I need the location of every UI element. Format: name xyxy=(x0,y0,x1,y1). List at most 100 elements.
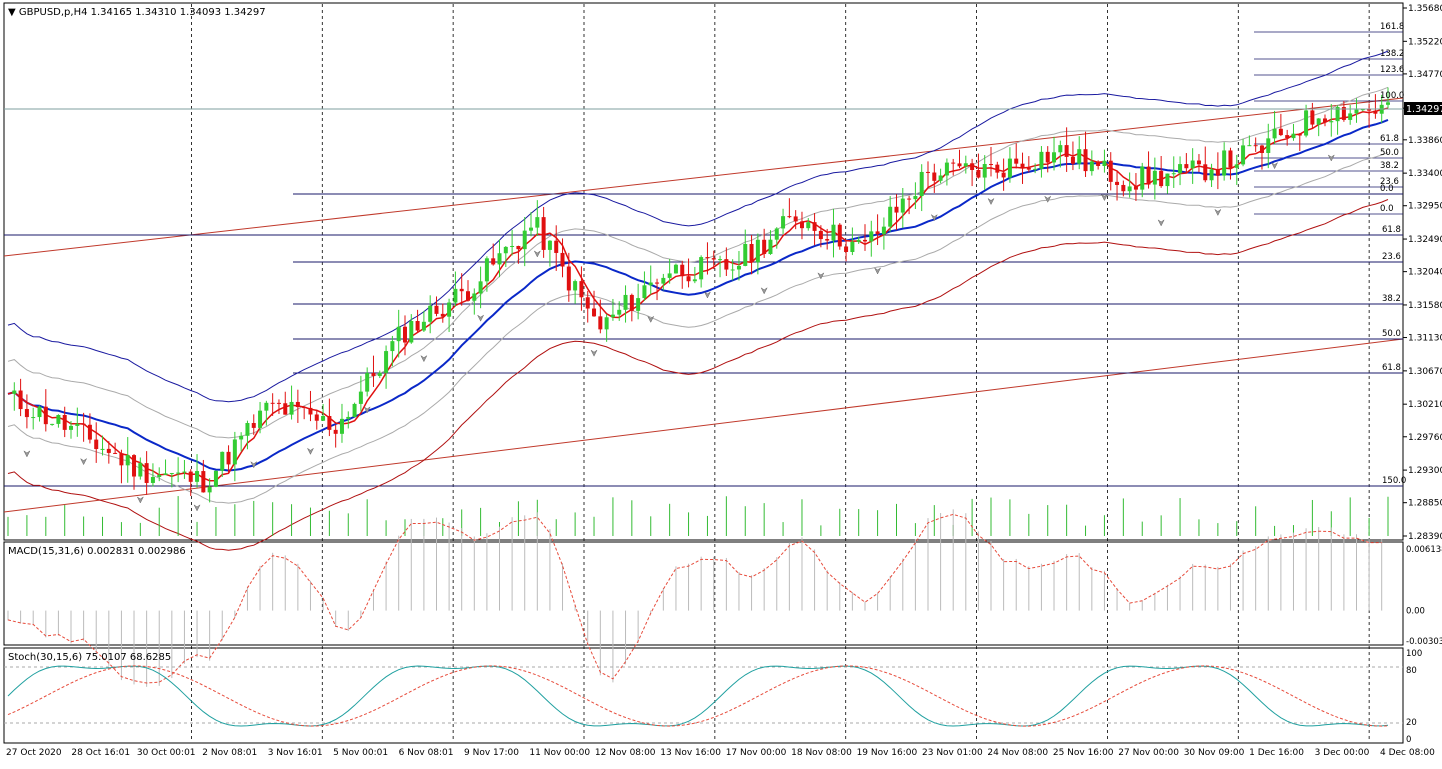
candle-bear xyxy=(818,230,823,240)
fractal-down-arrow xyxy=(250,461,258,469)
stoch-tick-label: 0 xyxy=(1406,735,1411,745)
time-label: 23 Nov 01:00 xyxy=(922,748,983,758)
candle-bull xyxy=(37,406,42,418)
time-label: 18 Nov 08:00 xyxy=(791,748,852,758)
candle-bull xyxy=(982,164,987,178)
price-tick-label: 1.30210 xyxy=(1408,400,1442,410)
candle-bear xyxy=(1045,151,1050,163)
time-label: 30 Nov 09:00 xyxy=(1184,748,1245,758)
candle-bull xyxy=(692,279,697,282)
candle-bull xyxy=(1335,107,1340,122)
fractal-down-arrow xyxy=(1157,219,1165,227)
candle-bull xyxy=(1089,161,1094,172)
candle-bear xyxy=(459,288,464,292)
candle-bull xyxy=(182,471,187,473)
candle-bull xyxy=(755,239,760,263)
time-label: 11 Nov 00:00 xyxy=(529,748,590,758)
candle-bull xyxy=(573,281,578,291)
candle-bull xyxy=(1386,102,1390,105)
candle-bull xyxy=(409,321,414,343)
candle-bull xyxy=(617,309,622,315)
candle-bear xyxy=(1310,110,1315,125)
fib-right-label: 100.0 xyxy=(1380,91,1404,101)
candle-bull xyxy=(478,281,483,294)
fractal-down-arrow xyxy=(703,291,712,299)
candle-bear xyxy=(825,239,830,241)
candle-bull xyxy=(699,257,704,280)
candle-bear xyxy=(434,305,439,314)
moving-average-slow xyxy=(7,118,1389,472)
candle-bear xyxy=(1196,160,1201,165)
candle-bull xyxy=(743,243,748,266)
fractal-down-arrow xyxy=(23,450,31,458)
candle-bear xyxy=(1070,156,1075,164)
candle-bear xyxy=(1108,160,1113,182)
candle-bear xyxy=(875,231,880,235)
candle-bull xyxy=(1190,160,1195,169)
candle-bull xyxy=(447,302,452,317)
candle-bear xyxy=(585,297,590,309)
candle-bear xyxy=(598,316,603,330)
candle-bear xyxy=(466,291,470,301)
candle-bull xyxy=(321,415,326,421)
candle-bull xyxy=(1266,138,1271,153)
candle-bull xyxy=(831,224,836,241)
symbol-label: ▼ GBPUSD,p,H4 1.34165 1.34310 1.34093 1.… xyxy=(8,7,266,18)
time-label: 1 Dec 16:00 xyxy=(1249,748,1304,758)
candle-bear xyxy=(932,172,937,181)
candle-bear xyxy=(1341,107,1346,120)
candle-bull xyxy=(125,455,130,466)
stoch-main-line xyxy=(7,665,1389,727)
candle-bull xyxy=(1209,169,1214,181)
time-label: 12 Nov 08:00 xyxy=(595,748,656,758)
candle-bear xyxy=(686,276,691,282)
candle-bear xyxy=(907,198,912,200)
candle-bull xyxy=(944,162,949,176)
candle-bear xyxy=(1203,164,1208,181)
fractal-down-arrow xyxy=(590,349,598,357)
candle-bear xyxy=(308,407,313,415)
fractal-down-arrow xyxy=(363,406,371,414)
moving-average-fast xyxy=(7,107,1389,482)
candle-bull xyxy=(258,410,263,428)
candle-bull xyxy=(207,486,212,493)
candle-bear xyxy=(749,243,754,263)
candle-bull xyxy=(384,351,389,373)
stoch-tick-label: 100 xyxy=(1406,649,1422,659)
candle-bull xyxy=(100,448,105,450)
fractal-down-arrow xyxy=(1327,154,1335,162)
candle-bear xyxy=(837,224,842,247)
fib-right-label: 138.2 xyxy=(1380,49,1404,59)
time-label: 3 Dec 00:00 xyxy=(1315,748,1370,758)
time-label: 19 Nov 16:00 xyxy=(857,748,918,758)
candle-bear xyxy=(1026,167,1031,170)
stoch-tick-label: 80 xyxy=(1406,666,1417,676)
candle-bear xyxy=(43,406,48,425)
candle-bull xyxy=(1152,170,1157,185)
candle-bull xyxy=(365,373,370,392)
candle-bear xyxy=(1184,164,1189,169)
candle-bear xyxy=(113,452,118,454)
candle-bull xyxy=(1140,166,1145,190)
fractal-down-arrow xyxy=(420,354,428,363)
candle-bear xyxy=(314,414,319,421)
candle-bull xyxy=(232,439,237,465)
candle-bull xyxy=(472,293,477,301)
time-label: 24 Nov 08:00 xyxy=(987,748,1048,758)
candle-bear xyxy=(1278,128,1283,136)
price-tick-label: 1.33400 xyxy=(1408,169,1442,179)
fib-left-label: 150.0 xyxy=(1382,476,1406,486)
macd-panel-frame xyxy=(3,541,1404,646)
time-label: 3 Nov 16:01 xyxy=(268,748,323,758)
candle-bear xyxy=(81,423,86,425)
candle-bear xyxy=(793,216,798,222)
macd-histogram xyxy=(7,509,1383,687)
candle-bull xyxy=(289,401,294,415)
current-price-marker xyxy=(1404,102,1442,115)
price-tick-label: 1.30670 xyxy=(1408,367,1442,377)
candle-bull xyxy=(157,474,162,477)
candle-bear xyxy=(132,455,137,477)
candle-bear xyxy=(188,471,193,482)
fractal-down-arrow xyxy=(136,496,144,504)
